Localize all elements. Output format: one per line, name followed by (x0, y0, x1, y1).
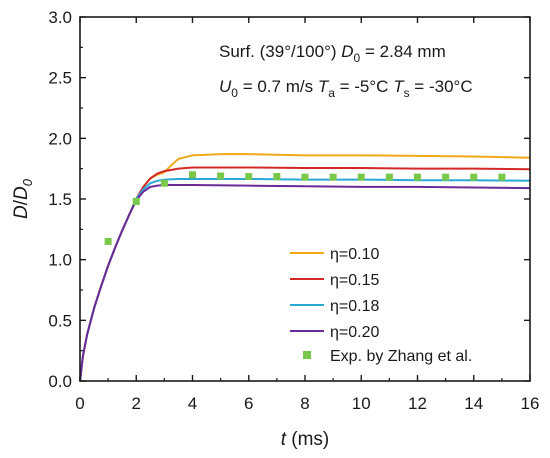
y-tick-label: 3.0 (48, 8, 72, 27)
series-line-3 (79, 184, 531, 382)
plot-content (79, 153, 531, 382)
x-tick-label: 10 (352, 394, 371, 413)
x-tick-label: 6 (244, 394, 253, 413)
legend-item-eta-0-10: η=0.10 (290, 246, 379, 263)
y-tick-label: 2.0 (48, 129, 72, 148)
legend: η=0.10 η=0.15 η=0.18 η=0.20 Exp. by Zhan… (290, 246, 472, 365)
y-tick-label: 0.0 (48, 372, 72, 391)
exp-point-6 (273, 173, 281, 181)
exp-point-13 (470, 173, 478, 181)
x-tick-label: 2 (132, 394, 141, 413)
y-tick-label: 2.5 (48, 69, 72, 88)
exp-point-12 (442, 173, 450, 181)
legend-item-eta-0-15: η=0.15 (290, 272, 379, 289)
legend-label: η=0.18 (330, 298, 379, 315)
annotation-line-2: U0 = 0.7 m/s Ta = -5°C Ts = -30°C (219, 77, 473, 100)
exp-point-7 (301, 173, 309, 181)
exp-point-11 (414, 173, 421, 181)
exp-point-5 (245, 173, 253, 181)
legend-label: η=0.15 (330, 272, 379, 289)
exp-point-14 (498, 173, 506, 181)
exp-point-10 (385, 173, 393, 181)
y-tick-label: 0.5 (48, 311, 72, 330)
x-tick-label: 14 (464, 394, 483, 413)
legend-item-eta-0-20: η=0.20 (290, 324, 379, 341)
legend-item-eta-0-18: η=0.18 (290, 298, 379, 315)
exp-point-8 (329, 173, 337, 181)
y-axis-title: D/D0 (11, 178, 35, 219)
x-tick-label: 8 (300, 394, 309, 413)
y-tick-label: 1.5 (48, 190, 72, 209)
x-tick-label: 4 (188, 394, 197, 413)
y-tick-label: 1.0 (48, 251, 72, 270)
legend-label: Exp. by Zhang et al. (330, 348, 472, 365)
legend-label: η=0.10 (330, 246, 379, 263)
x-tick-label: 16 (521, 394, 540, 413)
exp-point-1 (132, 197, 140, 205)
x-tick-label: 0 (75, 394, 84, 413)
legend-marker (303, 351, 311, 359)
exp-point-3 (189, 171, 196, 179)
exp-point-0 (104, 237, 112, 245)
legend-label: η=0.20 (330, 324, 379, 341)
annotation-line-1: Surf. (39°/100°) D0 = 2.84 mm (219, 42, 446, 65)
x-tick-label: 12 (408, 394, 427, 413)
exp-point-4 (217, 172, 225, 180)
axis-ticks: 0 2 4 6 8 10 12 14 16 0.0 0.5 1.0 1.5 2.0 2.5 3.0 (48, 8, 539, 413)
exp-point-9 (357, 173, 365, 181)
legend-item-experiment: Exp. by Zhang et al. (303, 348, 472, 365)
exp-point-2 (160, 179, 168, 187)
x-axis-title: t (ms) (281, 429, 330, 450)
